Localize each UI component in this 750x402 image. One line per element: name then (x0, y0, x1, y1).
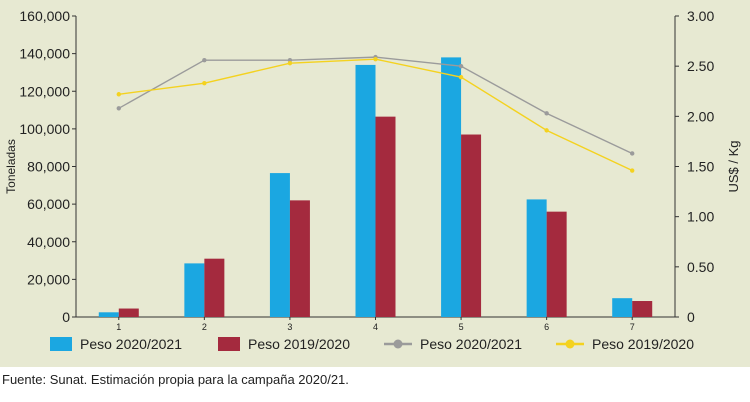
y-left-axis-title: Toneladas (4, 139, 18, 194)
legend-marker-4 (565, 339, 575, 349)
line-point-2-5 (458, 75, 464, 80)
legend-swatch-bar-2 (218, 337, 240, 351)
y-right-tick-label: 3.00 (687, 8, 714, 24)
x-tick-label: 2 (202, 322, 207, 332)
legend-label-3: Peso 2020/2021 (420, 336, 522, 352)
bar-1-1 (98, 312, 119, 317)
y-right-tick-label: 0 (687, 309, 695, 325)
x-tick-label: 6 (544, 322, 549, 332)
x-tick-label: 7 (630, 322, 635, 332)
y-right-tick-label: 0.50 (687, 259, 714, 275)
bar-2-2 (204, 258, 225, 317)
line-point-1-3 (287, 57, 293, 63)
bar-1-2 (184, 263, 205, 317)
legend-label-1: Peso 2020/2021 (80, 336, 182, 352)
bar-1-5 (441, 57, 462, 317)
line-point-1-2 (202, 57, 207, 63)
x-tick-label: 5 (459, 322, 464, 332)
line-point-2-6 (544, 128, 549, 133)
line-point-1-1 (116, 106, 121, 111)
y-left-tick-label: 100,000 (19, 121, 70, 137)
bar-2-1 (118, 308, 139, 317)
y-right-tick-label: 2.50 (687, 58, 714, 74)
combo-chart: 0 20,000 40,000 60,000 80,000 100,000 120,000 1… (4, 8, 741, 352)
bar-1-4 (355, 64, 376, 317)
x-tick-label: 4 (373, 322, 378, 332)
line-point-1-7 (630, 151, 635, 156)
bar-1-6 (526, 199, 547, 317)
bar-1-7 (612, 298, 633, 317)
x-tick-label: 1 (116, 322, 121, 332)
legend-swatch-bar-1 (50, 337, 72, 351)
line-point-2-4 (373, 56, 378, 62)
y-right-tick-label: 1.00 (687, 209, 714, 225)
legend-marker-3 (393, 339, 403, 349)
y-left-tick-label: 120,000 (19, 83, 70, 99)
y-right-axis-title: US$ / Kg (726, 140, 741, 192)
y-right-tick-label: 1.50 (687, 159, 714, 175)
bar-2-4 (375, 116, 396, 317)
legend-label-4: Peso 2019/2020 (592, 336, 694, 352)
bar-2-7 (632, 301, 653, 317)
y-left-tick-label: 60,000 (27, 196, 70, 212)
y-left-tick-label: 0 (62, 309, 70, 325)
line-point-2-2 (202, 81, 207, 86)
y-left-tick-label: 20,000 (27, 271, 70, 287)
line-point-2-3 (287, 60, 293, 66)
source-note: Fuente: Sunat. Estimación propia para la… (2, 372, 349, 387)
line-point-2-7 (630, 168, 635, 173)
bar-1-3 (269, 173, 290, 317)
x-tick-label: 3 (287, 322, 292, 332)
line-point-2-1 (116, 92, 121, 97)
bar-2-5 (461, 134, 482, 317)
y-left-tick-label: 140,000 (19, 46, 70, 62)
line-point-1-6 (544, 111, 549, 116)
y-left-tick-label: 40,000 (27, 234, 70, 250)
bar-2-6 (546, 211, 567, 317)
legend-label-2: Peso 2019/2020 (248, 336, 350, 352)
y-right-tick-label: 2.00 (687, 108, 714, 124)
y-left-tick-label: 160,000 (19, 8, 70, 24)
y-left-tick-label: 80,000 (27, 159, 70, 175)
line-point-1-5 (458, 63, 464, 69)
bar-2-3 (289, 200, 310, 317)
